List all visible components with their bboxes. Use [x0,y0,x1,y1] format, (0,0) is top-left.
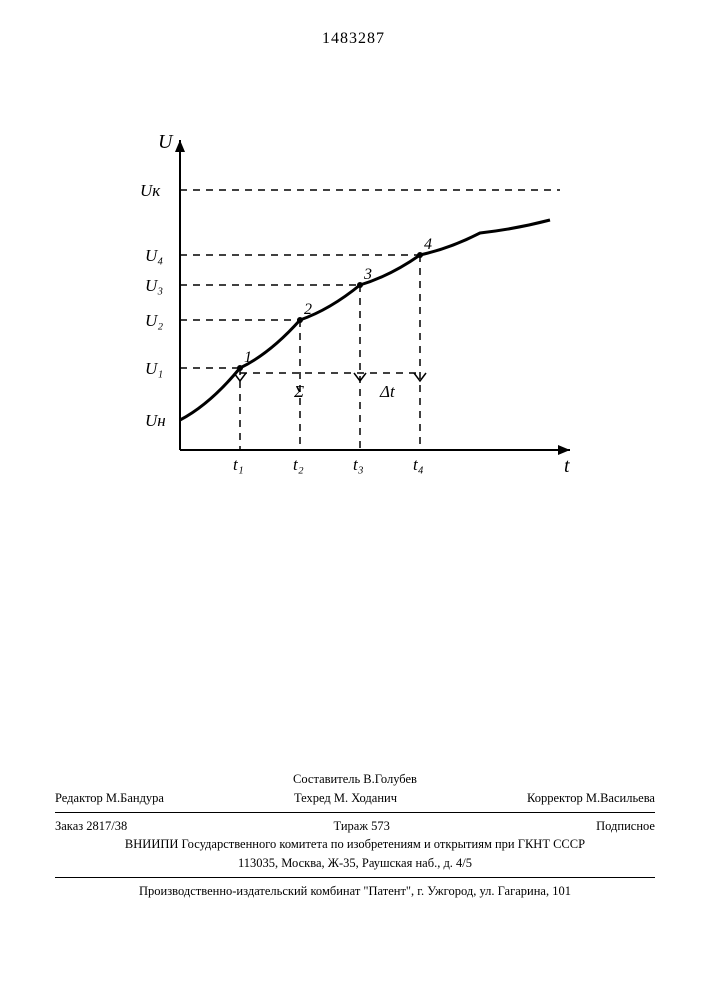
tech-editor: Техред М. Ходанич [294,789,397,808]
footer-block: Составитель В.Голубев Редактор М.Бандура… [55,770,655,901]
corrector: Корректор М.Васильева [527,789,655,808]
printer-line: Производственно-издательский комбинат "П… [55,882,655,901]
subscript: Подписное [596,817,655,836]
point-label-2: 2 [304,301,312,318]
credits-row: Редактор М.Бандура Техред М. Ходанич Кор… [55,789,655,808]
u-tick-4: U₄ [145,246,163,265]
point-label-4: 4 [424,236,432,253]
point-1 [237,365,243,371]
t-tick-1: t₁ [233,455,244,474]
document-number: 1483287 [0,30,707,48]
order-number: Заказ 2817/38 [55,817,127,836]
uk-label: Uк [140,181,161,200]
divider-2 [55,877,655,878]
org-line-1: ВНИИПИ Государственного комитета по изоб… [55,835,655,854]
t-tick-3: t₃ [353,455,364,474]
compiler-line: Составитель В.Голубев [55,770,655,789]
org-line-2: 113035, Москва, Ж-35, Раушская наб., д. … [55,854,655,873]
point-4 [417,252,423,258]
point-2 [297,317,303,323]
point-label-1: 1 [244,349,252,366]
y-axis-label: U [158,131,174,153]
t-tick-4: t₄ [413,455,424,474]
chart-figure: Ut Uк 1 t₁ U₁ 2 t₂ U₂ 3 t₃ U₃ 4 t₄ U₄ Uн Σ Δt [120,130,590,500]
sigma-label: Σ [293,382,304,401]
u-tick-1: U₁ [145,359,163,378]
y-axis-arrow [175,140,185,152]
delta-t-label: Δt [379,382,396,401]
order-row: Заказ 2817/38 Тираж 573 Подписное [55,817,655,836]
editor: Редактор М.Бандура [55,789,164,808]
divider-1 [55,812,655,813]
u-tick-3: U₃ [145,276,163,295]
x-axis-arrow [558,445,570,455]
point-3 [357,282,363,288]
u-tick-2: U₂ [145,311,163,330]
t-tick-2: t₂ [293,455,304,474]
tirazh: Тираж 573 [334,817,390,836]
point-label-3: 3 [363,266,372,283]
x-axis-label: t [564,455,570,477]
u-start-label: Uн [145,411,166,430]
